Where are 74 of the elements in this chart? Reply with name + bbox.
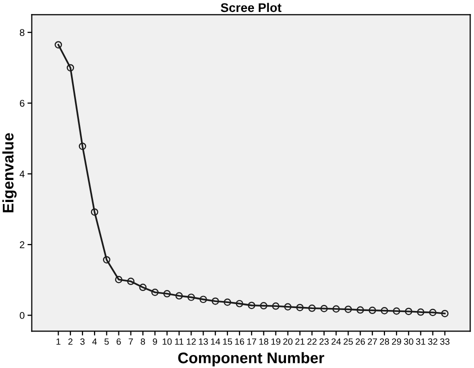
x-tick-label: 31 (416, 338, 426, 345)
x-tick-label: 32 (428, 338, 438, 345)
point (78, 142, 86, 150)
x-tick-label: 20 (283, 338, 292, 345)
x-tick-label: 1 (56, 338, 60, 345)
x-tick-label: 7 (128, 338, 133, 345)
chart-title: Scree Plot (220, 2, 282, 12)
x-tick-label: 16 (235, 338, 244, 345)
x-tick-label: 14 (211, 338, 220, 345)
point (344, 306, 352, 313)
x-tick-label: 12 (186, 338, 196, 345)
y-tick-label: 0 (20, 312, 24, 319)
x-tick-label: 25 (344, 338, 353, 345)
y-tick-label: 6 (20, 100, 24, 107)
x-tick-label: 15 (223, 338, 232, 345)
point (127, 278, 134, 286)
x-tick-label: 29 (392, 338, 402, 345)
point (224, 298, 232, 306)
x-tick-label: 22 (307, 338, 317, 345)
y-tick-label: 2 (20, 241, 24, 248)
x-tick-label: 28 (380, 338, 390, 345)
point (296, 304, 304, 312)
point (284, 303, 292, 310)
x-tick-label: 30 (404, 338, 414, 345)
x-tick-label: 27 (368, 338, 377, 345)
point (248, 302, 256, 310)
point (320, 304, 328, 312)
point (102, 256, 110, 264)
x-tick-label: 33 (440, 338, 450, 345)
x-tick-label: 10 (162, 338, 172, 345)
point (368, 306, 376, 314)
point (404, 308, 412, 316)
x-tick-label: 3 (80, 338, 85, 345)
x-tick-label: 17 (247, 338, 256, 345)
point (90, 208, 98, 216)
point (200, 296, 207, 304)
y-axis-title: Eigenvalue (2, 133, 17, 212)
point (441, 310, 449, 318)
point (392, 307, 400, 315)
x-tick-label: 8 (140, 338, 145, 345)
point (260, 302, 268, 310)
x-tick-label: 26 (356, 338, 365, 345)
point (188, 294, 195, 301)
point (417, 308, 424, 316)
x-tick-label: 24 (332, 338, 341, 345)
y-tick-label: 4 (20, 170, 25, 178)
point (212, 297, 220, 305)
point (163, 290, 171, 298)
x-tick-label: 13 (198, 338, 208, 345)
point (151, 288, 159, 296)
x-tick-label: 23 (319, 338, 329, 345)
point (115, 276, 122, 284)
x-tick-label: 2 (68, 338, 72, 345)
x-axis-title: Component Number (178, 352, 324, 366)
x-tick-label: 18 (259, 338, 268, 345)
point (175, 292, 183, 300)
point (429, 308, 436, 316)
x-tick-label: 21 (295, 338, 304, 345)
point (139, 284, 147, 292)
y-tick-label: 8 (20, 29, 24, 36)
point (66, 64, 74, 72)
x-tick-label: 19 (271, 338, 280, 345)
x-tick-label: 5 (104, 338, 109, 345)
x-tick-label: 9 (152, 338, 158, 345)
point (272, 302, 280, 310)
x-tick-label: 4 (92, 338, 97, 345)
x-tick-label: 6 (116, 338, 121, 345)
point (54, 41, 62, 48)
point (236, 300, 244, 308)
x-tick-label: 11 (175, 338, 184, 345)
point (356, 306, 364, 314)
point (380, 307, 388, 314)
point (308, 304, 316, 312)
point (332, 305, 340, 313)
